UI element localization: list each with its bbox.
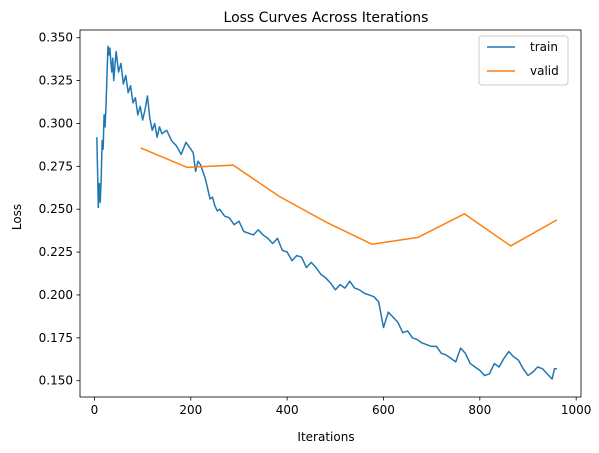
x-axis-label: Iterations: [297, 430, 354, 444]
x-tick-label: 0: [91, 403, 99, 417]
y-axis: 0.150 0.175 0.200 0.225 0.250 0.275 0.300 0.325…: [39, 31, 80, 388]
y-axis-label: Loss: [10, 204, 24, 230]
x-tick-label: 1000: [561, 403, 592, 417]
legend-label-valid: valid: [530, 64, 559, 78]
legend: train valid: [478, 35, 569, 86]
plot-frame: [79, 29, 582, 398]
y-tick-label: 0.325: [39, 74, 73, 88]
y-tick-label: 0.300: [39, 116, 73, 130]
y-tick-label: 0.350: [39, 31, 73, 45]
x-tick-label: 800: [468, 403, 491, 417]
plot-area: [79, 29, 582, 398]
x-tick-label: 600: [372, 403, 395, 417]
y-tick-label: 0.275: [39, 159, 73, 173]
x-tick-label: 200: [179, 403, 202, 417]
chart-title: Loss Curves Across Iterations: [224, 10, 429, 26]
series-line-valid: [140, 147, 558, 247]
y-tick-label: 0.250: [39, 202, 73, 216]
series-line-train: [96, 45, 557, 380]
x-axis: 0 200 400 600 800 1000: [91, 397, 592, 417]
x-tick-label: 400: [276, 403, 299, 417]
y-tick-label: 0.175: [39, 331, 73, 345]
legend-label-train: train: [530, 40, 558, 54]
y-tick-label: 0.150: [39, 374, 73, 388]
y-tick-label: 0.200: [39, 288, 73, 302]
y-tick-label: 0.225: [39, 245, 73, 259]
legend-frame: [478, 35, 569, 86]
